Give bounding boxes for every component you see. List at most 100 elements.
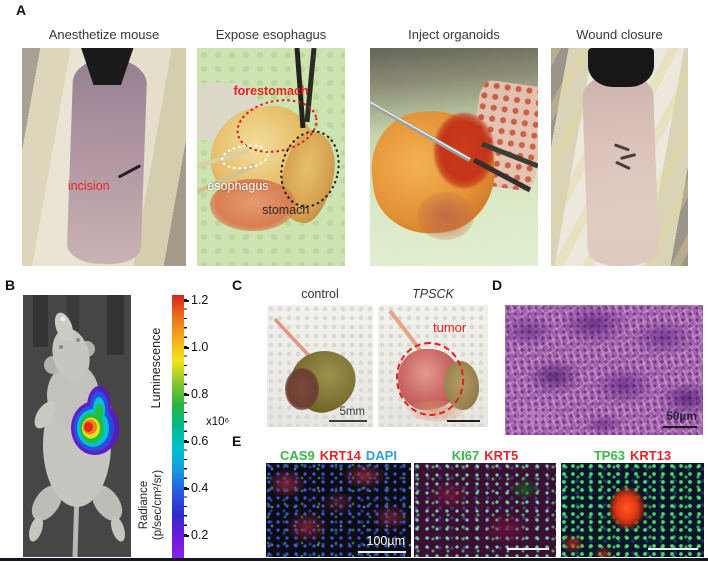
colorbar-tick-label: 0.6	[191, 434, 209, 448]
colorbar-tick-label: 0.8	[191, 387, 209, 401]
photo-wound-closure	[551, 48, 688, 266]
panel-e-label: E	[232, 433, 242, 449]
marker-krt14: KRT14	[319, 448, 361, 463]
scalebar-5mm	[329, 419, 367, 422]
annotation-esophagus: esophagus	[207, 178, 269, 193]
instrument-rod	[304, 48, 317, 123]
mouse-foot	[29, 516, 43, 542]
forestomach-dotted-outline	[236, 99, 318, 153]
marker-tp63: TP63	[593, 448, 625, 463]
marker-dapi: DAPI	[365, 448, 397, 463]
lower-tissue	[417, 191, 475, 240]
panel-a-step2-title: Expose esophagus	[215, 27, 327, 42]
panel-a-step4-title: Wound closure	[576, 27, 663, 42]
mouse-eye	[59, 345, 63, 349]
scalebar	[447, 419, 480, 422]
luminescence-blob	[71, 386, 119, 455]
background-band	[107, 295, 124, 355]
photo-anesthetize-mouse: incision	[22, 48, 186, 266]
panel-b-label: B	[5, 277, 16, 293]
control-title: control	[301, 287, 339, 301]
colorbar-luminescence-label: Luminescence	[149, 327, 163, 409]
mouse-body	[581, 72, 660, 266]
marker-cas9: CAS9	[280, 448, 315, 463]
colorbar-tick	[184, 441, 189, 443]
bottom-rule	[0, 558, 708, 561]
colorbar-tick	[184, 300, 189, 302]
photo-histology-he: 50µm	[505, 305, 703, 435]
mouse-luminescence-graphic	[23, 295, 131, 557]
radiance-label-line2: (p/sec/cm²/sr)	[151, 469, 164, 541]
mouse-front-paw	[34, 401, 56, 429]
annotation-stomach: stomach	[262, 202, 310, 217]
needle-highlight	[370, 101, 471, 160]
colorbar-radiance-label: Radiance (p/sec/cm²/sr)	[138, 445, 166, 565]
scalebar-100um-label: 100µm	[366, 534, 405, 548]
photo-control-stomach: 5mm	[267, 305, 373, 427]
scalebar	[648, 547, 698, 550]
tpsck-title: TPSCK	[412, 287, 454, 301]
stomach-dotted-outline	[280, 130, 340, 208]
if-title-tp63-krt13: TP63 KRT13	[561, 448, 704, 463]
scalebar-50um	[663, 425, 697, 428]
colorbar-tick-label: 1.0	[191, 340, 209, 354]
photo-expose-esophagus: forestomach esophagus stomach	[197, 48, 345, 266]
colorbar-tick-label: 1.2	[191, 293, 209, 307]
if-title-ki67-krt5: KI67 KRT5	[414, 448, 556, 463]
annotation-forestomach: forestomach	[233, 83, 309, 98]
annotation-incision: incision	[67, 178, 110, 193]
scalebar-5mm-label: 5mm	[339, 406, 365, 418]
colorbar-tick	[184, 488, 189, 490]
radiance-label-line1: Radiance	[138, 480, 150, 530]
colorbar-tick	[184, 535, 189, 537]
annotation-tumor: tumor	[433, 319, 467, 335]
scalebar-100um	[358, 550, 406, 553]
anesthesia-cone	[587, 48, 654, 88]
panel-a-step1-title: Anesthetize mouse	[48, 27, 160, 42]
marker-krt5: KRT5	[484, 448, 519, 463]
instrument-rod	[294, 48, 306, 129]
if-image-ki67-krt5	[414, 463, 556, 557]
panel-a-step3-title: Inject organoids	[408, 27, 500, 42]
colorbar-tick	[184, 394, 189, 396]
scalebar-50um-label: 50µm	[666, 409, 697, 423]
marker-krt13: KRT13	[629, 448, 672, 463]
colorbar-minor-ticks	[184, 299, 187, 538]
background-band	[33, 295, 48, 347]
histology-nuclei-speckle	[505, 305, 703, 435]
mouse-hind-leg	[31, 485, 63, 521]
mouse-body	[65, 57, 147, 266]
colorbar-tick-label: 0.2	[191, 528, 209, 542]
colorbar-tick-label: 0.4	[191, 481, 209, 495]
marker-ki67: KI67	[451, 448, 480, 463]
colorbar-tick	[184, 347, 189, 349]
forceps-arm	[481, 141, 538, 169]
panel-c-label: C	[232, 277, 243, 293]
anatomy-outline-overlay	[197, 48, 340, 208]
colorbar-multiplier: x10⁶	[206, 416, 230, 428]
if-image-cas9-krt14-dapi: 100µm	[266, 463, 411, 557]
if-title-cas9-krt14-dapi: CAS9 KRT14 DAPI	[266, 448, 411, 463]
if-image-tp63-krt13	[561, 463, 704, 557]
injection-site	[433, 113, 495, 188]
mouse-snout	[54, 312, 74, 342]
forceps-arm	[472, 157, 532, 193]
forceps-arm	[197, 162, 256, 195]
mouse-hind-leg	[91, 485, 123, 521]
panel-a-label: A	[16, 2, 27, 18]
mouse-head	[52, 328, 90, 382]
mouse-foot	[111, 516, 125, 542]
photo-inject-organoids	[370, 48, 538, 266]
lower-tissue	[210, 178, 297, 232]
photo-tpsck-tumor: tumor	[378, 305, 488, 427]
luminescence-colorbar	[172, 295, 184, 558]
instruments-overlay	[370, 101, 538, 193]
bioluminescence-mouse-image	[23, 295, 131, 557]
scalebar	[507, 547, 549, 550]
nose-highlight	[60, 316, 66, 322]
control-stomach-dark-lobe	[285, 368, 319, 410]
injection-needle	[370, 101, 472, 162]
panel-d-label: D	[492, 277, 503, 293]
mouse-eye	[76, 338, 80, 342]
